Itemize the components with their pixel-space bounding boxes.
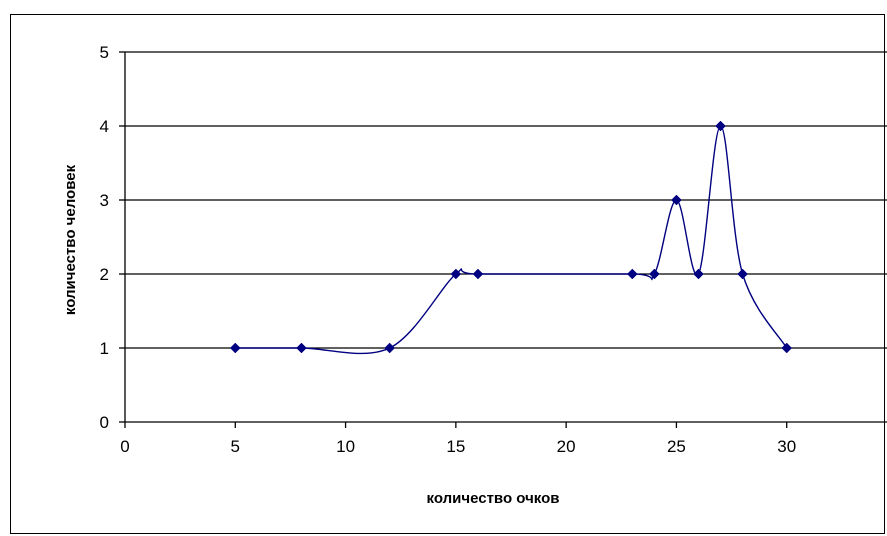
tick-labels: 01234505101520253035 bbox=[100, 43, 797, 456]
data-point-marker bbox=[229, 342, 241, 354]
gridlines bbox=[125, 51, 887, 349]
y-tick-label: 4 bbox=[100, 117, 109, 136]
x-tick-label: 10 bbox=[336, 437, 355, 456]
data-point-marker bbox=[693, 268, 704, 280]
y-axis-title: количество человек bbox=[62, 164, 79, 315]
data-point-marker bbox=[384, 342, 396, 354]
series-layer bbox=[229, 120, 793, 355]
x-axis-title: количество очков bbox=[427, 490, 560, 507]
axes bbox=[119, 51, 887, 428]
x-tick-label: 20 bbox=[557, 437, 576, 456]
data-point-marker bbox=[626, 268, 638, 280]
y-tick-label: 5 bbox=[100, 43, 109, 62]
x-tick-label: 0 bbox=[120, 437, 129, 456]
data-point-marker bbox=[715, 120, 726, 132]
y-tick-label: 2 bbox=[100, 265, 109, 284]
y-tick-label: 3 bbox=[100, 191, 109, 210]
data-point-marker bbox=[296, 342, 307, 354]
data-point-marker bbox=[671, 194, 682, 206]
data-point-marker bbox=[781, 342, 793, 354]
data-point-marker bbox=[472, 268, 484, 280]
y-tick-label: 0 bbox=[100, 413, 109, 432]
series-line-0 bbox=[235, 125, 788, 355]
x-tick-label: 25 bbox=[667, 437, 686, 456]
data-point-marker bbox=[737, 268, 748, 280]
x-tick-label: 5 bbox=[231, 437, 240, 456]
data-point-marker bbox=[450, 268, 462, 280]
y-tick-label: 1 bbox=[100, 339, 109, 358]
data-point-marker bbox=[649, 268, 660, 280]
x-tick-label: 30 bbox=[777, 437, 796, 456]
x-tick-label: 15 bbox=[446, 437, 465, 456]
